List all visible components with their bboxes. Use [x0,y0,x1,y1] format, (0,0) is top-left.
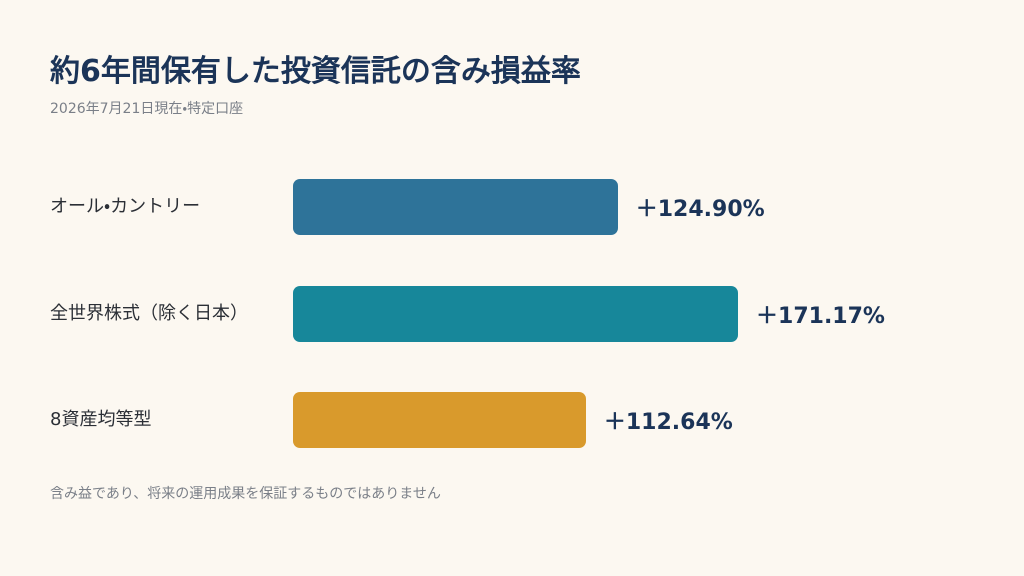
bar [293,179,618,235]
category-label: 8資産均等型 [50,409,152,430]
chart-title: 約6年間保有した投資信託の含み損益率 [50,54,581,89]
value-label: ＋124.90% [635,197,765,222]
footnote: 含み益であり、将来の運用成果を保証するものではありません [50,486,441,502]
value-label: ＋171.17% [756,303,885,329]
bar [293,392,586,448]
value-label: ＋112.64% [603,410,733,435]
category-label: オール・カントリー [50,196,201,217]
chart-subtitle: 2026年7月21日現在・特定口座 [50,101,244,117]
bar [293,285,739,342]
category-label: 全世界株式（除く日本） [50,302,248,324]
